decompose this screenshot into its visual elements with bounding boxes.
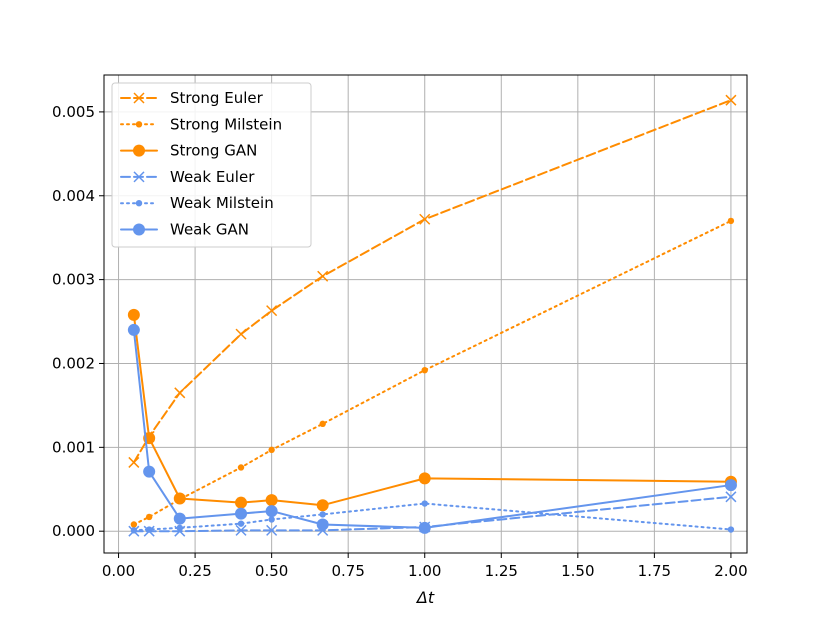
- y-tick-label: 0.003: [52, 271, 95, 289]
- axis-ticks: 0.00 0.25 0.50 0.75 1.00 1.25 1.50 1.75 2.00 0.00…: [52, 103, 748, 580]
- legend-entry-strong-milstein: Strong Milstein: [120, 115, 282, 133]
- x-marker: [725, 491, 737, 503]
- dot-marker: [135, 200, 143, 207]
- x-tick-label: 1.75: [638, 562, 671, 580]
- series-weak-gan: [127, 323, 737, 534]
- legend: Strong Euler Strong Milstein Strong GAN Wea…: [111, 82, 312, 248]
- circle-marker: [127, 323, 140, 336]
- x-marker: [266, 524, 278, 536]
- series-line: [132, 313, 732, 507]
- plot-frame: [103, 74, 748, 554]
- x-marker: [317, 270, 329, 282]
- dot-marker: [145, 526, 153, 533]
- circle-marker: [143, 465, 156, 478]
- legend-entry-weak-euler: Weak Euler: [120, 168, 255, 186]
- circle-marker: [265, 494, 278, 507]
- x-marker: [174, 387, 186, 399]
- circle-marker: [127, 308, 140, 321]
- circle-marker: [173, 492, 186, 505]
- series-line: [132, 328, 732, 529]
- dot-marker: [727, 217, 735, 225]
- y-tick-label: 0.000: [52, 522, 95, 540]
- dot-marker: [135, 121, 143, 128]
- series-line: [132, 502, 732, 532]
- series-strong-gan: [127, 308, 737, 512]
- dot-marker: [319, 420, 326, 428]
- legend-entry-strong-gan: Strong GAN: [120, 142, 257, 160]
- dot-marker: [268, 446, 275, 454]
- series-layer: [127, 94, 737, 537]
- x-marker: [419, 213, 431, 225]
- x-tick-label: 0.75: [331, 562, 364, 580]
- x-tick-label: 1.25: [485, 562, 518, 580]
- circle-marker: [133, 144, 145, 157]
- y-tick-label: 0.002: [52, 354, 95, 372]
- series-weak-milstein: [130, 500, 735, 534]
- x-tick-label: 0.50: [255, 562, 288, 580]
- circle-marker: [133, 223, 145, 236]
- x-tick-label: 2.00: [714, 562, 747, 580]
- legend-label: Weak Euler: [170, 168, 255, 186]
- dot-marker: [727, 526, 735, 533]
- x-tick-label: 1.00: [408, 562, 441, 580]
- legend-label: Weak Milstein: [170, 194, 274, 212]
- series-weak-euler: [128, 491, 737, 537]
- circle-marker: [235, 496, 248, 509]
- y-tick-label: 0.004: [52, 187, 95, 205]
- dot-marker: [268, 516, 275, 523]
- circle-marker: [418, 472, 431, 485]
- x-marker: [128, 456, 140, 468]
- y-tick-label: 0.005: [52, 103, 95, 121]
- circle-marker: [173, 512, 186, 525]
- series-line: [132, 219, 732, 526]
- circle-marker: [316, 499, 329, 512]
- dot-marker: [176, 524, 183, 532]
- x-tick-label: 0.00: [102, 562, 135, 580]
- x-marker: [235, 328, 247, 340]
- circle-marker: [418, 521, 431, 534]
- circle-marker: [265, 505, 278, 518]
- x-marker: [133, 92, 145, 104]
- legend-box: [111, 82, 312, 248]
- dot-marker: [145, 513, 153, 521]
- x-axis-label: Δt: [415, 588, 435, 607]
- y-tick-label: 0.001: [52, 438, 95, 456]
- x-marker: [266, 305, 278, 317]
- legend-label: Weak GAN: [170, 221, 249, 239]
- circle-marker: [235, 507, 248, 520]
- x-marker: [235, 524, 247, 536]
- legend-entry-weak-gan: Weak GAN: [120, 221, 249, 239]
- legend-label: Strong Milstein: [170, 115, 282, 133]
- x-tick-label: 0.25: [178, 562, 211, 580]
- dot-marker: [319, 511, 326, 518]
- dot-marker: [421, 500, 428, 507]
- legend-label: Strong GAN: [170, 142, 257, 160]
- x-marker: [725, 94, 737, 106]
- dot-marker: [237, 520, 245, 527]
- x-marker: [133, 171, 145, 183]
- dot-marker: [130, 521, 138, 528]
- legend-entry-strong-euler: Strong Euler: [120, 89, 264, 107]
- x-tick-label: 1.50: [561, 562, 594, 580]
- circle-marker: [724, 479, 737, 492]
- circle-marker: [316, 518, 329, 531]
- legend-label: Strong Euler: [170, 89, 264, 107]
- dot-marker: [130, 527, 138, 534]
- legend-entry-weak-milstein: Weak Milstein: [120, 194, 274, 212]
- dot-marker: [237, 464, 245, 471]
- dot-marker: [421, 366, 428, 374]
- series-line: [132, 99, 732, 464]
- series-strong-euler: [128, 94, 737, 468]
